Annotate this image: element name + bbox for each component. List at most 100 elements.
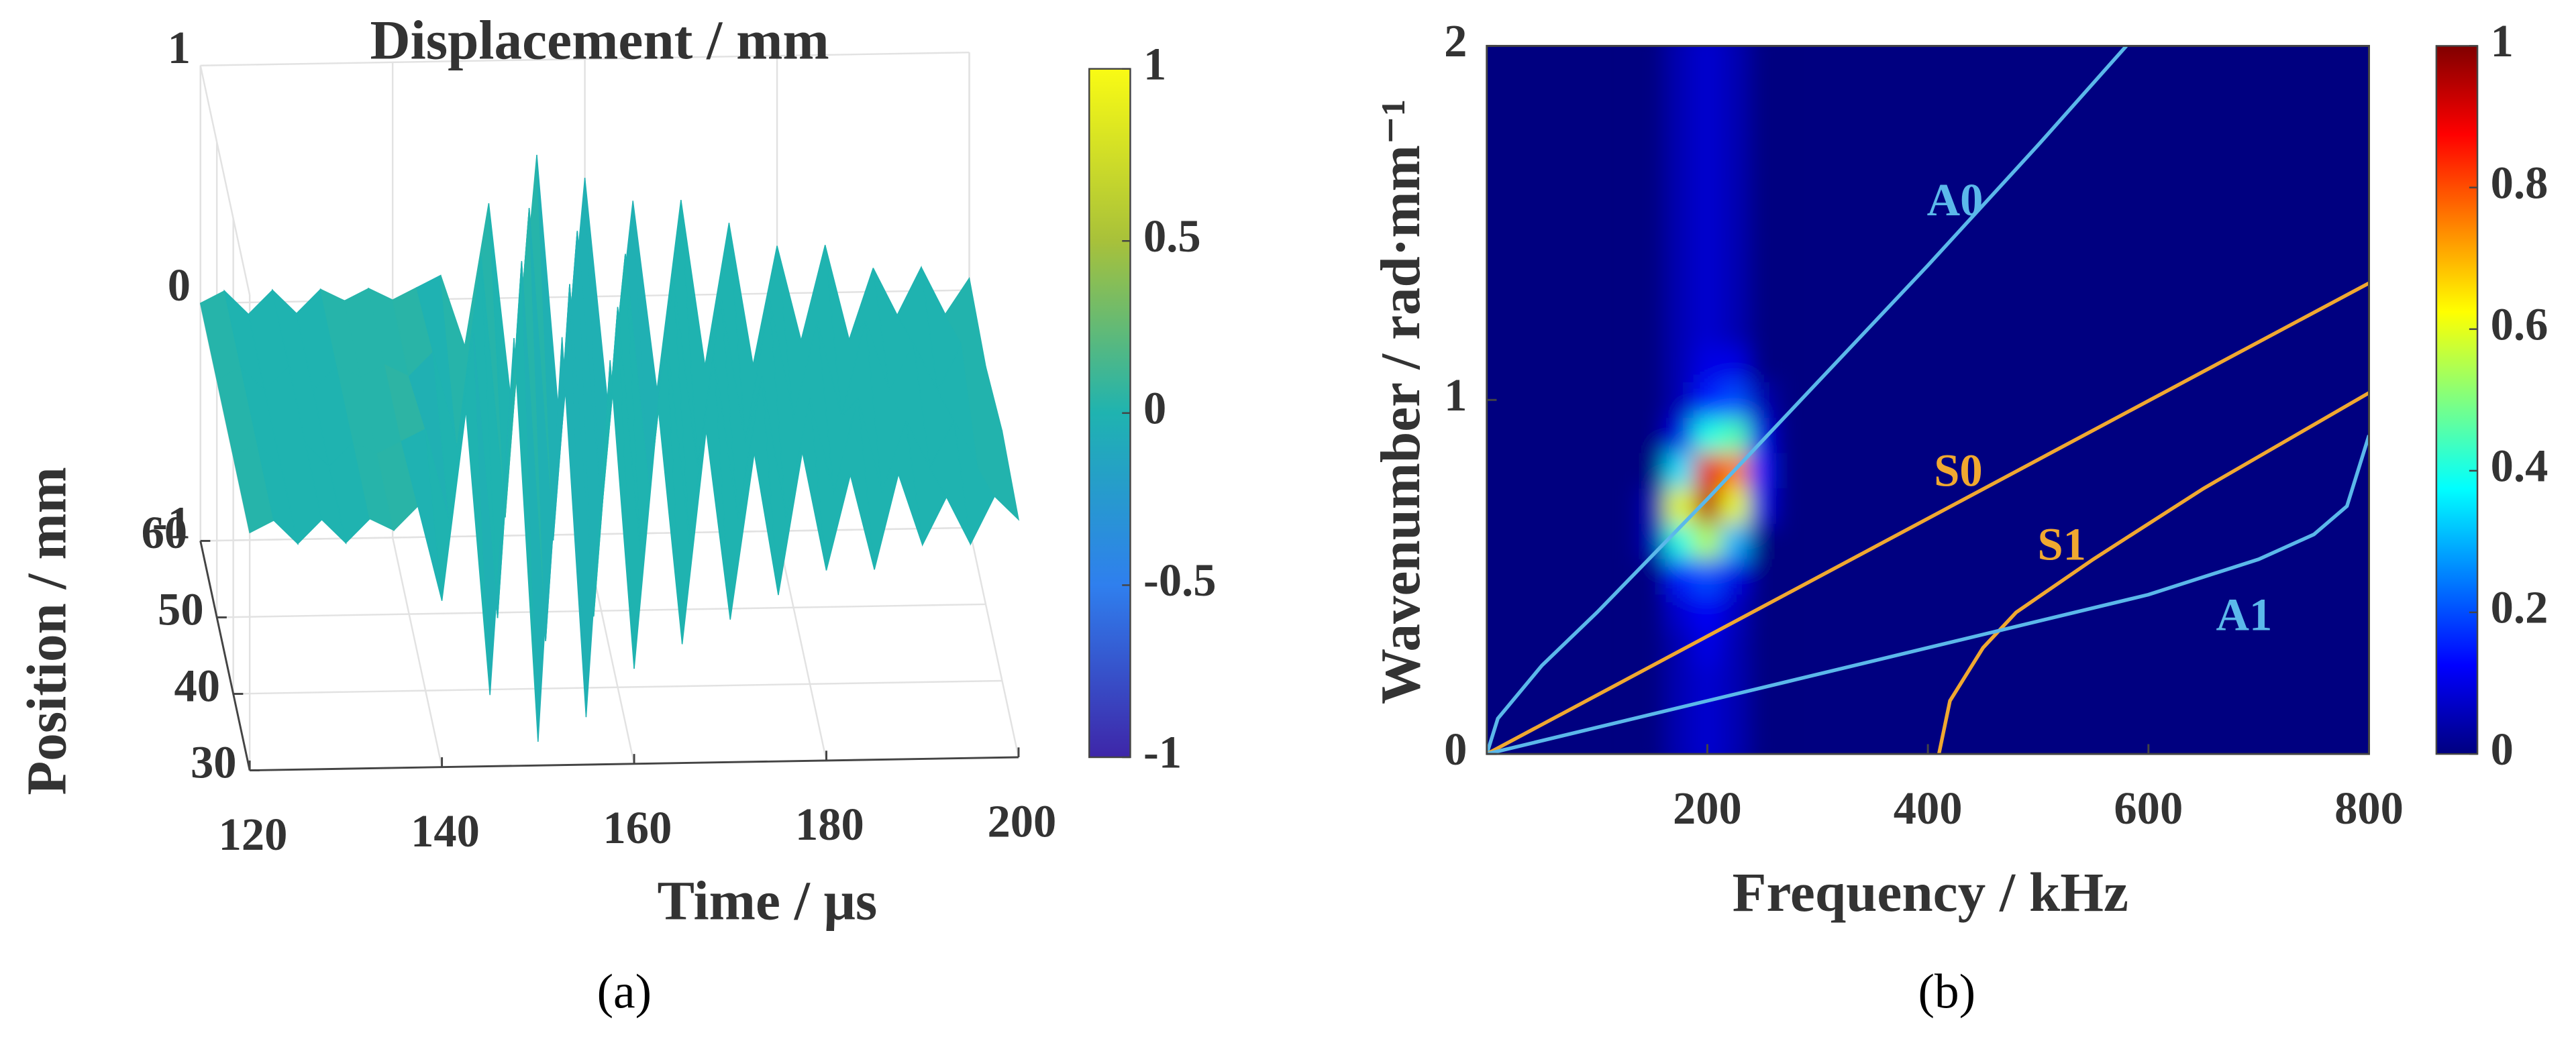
heatmap-cell <box>1693 347 1721 382</box>
heatmap-cell <box>1665 205 1694 241</box>
z-tick-label: 0 <box>168 260 191 311</box>
y-tick-label: 0 <box>1444 724 1467 775</box>
heatmap <box>1486 46 2369 755</box>
heatmap-cell <box>1720 630 1749 666</box>
dispersion-curve <box>1937 391 2369 755</box>
colorbar-tick-label: 1 <box>2491 15 2514 66</box>
heatmap-cell <box>1749 700 1777 736</box>
heatmap-cell <box>1749 99 1777 135</box>
colorbar-tick-label: 0.5 <box>1143 211 1201 262</box>
heatmap-cell <box>1720 417 1749 453</box>
colorbar-tick-label: 1 <box>1143 38 1166 89</box>
x-tick-label: 140 <box>411 806 480 857</box>
colorbar <box>2435 45 2479 755</box>
x-tick-label: 400 <box>1894 783 1963 834</box>
heatmap-cell <box>1693 594 1721 630</box>
axis-line <box>199 541 251 771</box>
heatmap-cell <box>1720 524 1749 559</box>
heatmap-cell <box>1665 134 1694 170</box>
heatmap-cell <box>1720 240 1749 276</box>
heatmap-cell <box>1693 46 1721 64</box>
heatmap-cell <box>1749 311 1777 347</box>
heatmap-cell <box>1693 453 1721 489</box>
x-tick-label: 200 <box>1673 783 1742 834</box>
heatmap-cell <box>1638 453 1666 489</box>
heatmap-cell <box>1638 134 1666 170</box>
heatmap-cell <box>1638 700 1666 736</box>
grid-line <box>217 603 986 618</box>
curve-label: A1 <box>2216 589 2273 640</box>
grid-line <box>968 527 1020 758</box>
heatmap-cell <box>1720 63 1749 99</box>
heatmap-cell <box>1693 311 1721 347</box>
heatmap-cell <box>1749 134 1777 170</box>
curve-label: A0 <box>1927 174 1983 225</box>
heatmap-cell <box>1638 382 1666 418</box>
heatmap-cell <box>1638 240 1666 276</box>
heatmap-cell <box>1665 46 1694 64</box>
heatmap-cell <box>1720 205 1749 241</box>
heatmap-cell <box>1665 63 1694 99</box>
heatmap-cell <box>1638 46 1666 64</box>
x-tick-label: 120 <box>219 809 288 860</box>
colorbar-tick-label: -1 <box>1143 727 1182 778</box>
heatmap-cell <box>1665 311 1694 347</box>
colorbar-tick-label: 0.4 <box>2491 441 2548 492</box>
grid-line <box>391 537 443 767</box>
heatmap-cell <box>1693 99 1721 135</box>
colorbar-tick-label: 0 <box>2491 724 2514 775</box>
colorbar-tick-label: 0 <box>1143 383 1166 434</box>
heatmap-cell <box>1720 700 1749 736</box>
x-axis-label: Time / μs <box>658 870 878 932</box>
heatmap-cell <box>1665 665 1694 701</box>
heatmap-cell <box>1638 417 1666 453</box>
heatmap-cell <box>1665 594 1694 630</box>
heatmap-cell <box>1665 240 1694 276</box>
dispersion-curve <box>1486 435 2369 755</box>
heatmap-cell <box>1720 99 1749 135</box>
heatmap-cell <box>1720 347 1749 382</box>
heatmap-cell <box>1749 630 1777 666</box>
heatmap-cell <box>1665 382 1694 418</box>
heatmap-cell <box>1749 240 1777 276</box>
curve-label: S0 <box>1934 445 1982 496</box>
heatmap-cells <box>1638 46 1777 755</box>
heatmap-cell <box>1749 46 1777 64</box>
heatmap-cell <box>1749 453 1777 489</box>
x-axis-label: Frequency / kHz <box>1733 861 2128 923</box>
heatmap-cell <box>1720 594 1749 630</box>
caption: (b) <box>1918 964 1975 1019</box>
heatmap-cell <box>1720 311 1749 347</box>
heatmap-cell <box>1720 134 1749 170</box>
heatmap-cell <box>1749 347 1777 382</box>
curve-label: S1 <box>2037 518 2085 569</box>
heatmap-cell <box>1720 170 1749 205</box>
y-axis-label: Wavenumber / rad·mm⁻¹ <box>1370 99 1431 704</box>
heatmap-cell <box>1638 276 1666 312</box>
heatmap-cell <box>1665 417 1694 453</box>
heatmap-cell <box>1720 736 1749 755</box>
x-tick-label: 600 <box>2114 783 2183 834</box>
grid-line <box>200 51 970 66</box>
heatmap-cell <box>1693 559 1721 595</box>
x-tick-label: 200 <box>987 795 1056 846</box>
heatmap-cell <box>1693 276 1721 312</box>
heatmap-cell <box>1720 46 1749 64</box>
x-tick-label: 800 <box>2334 783 2404 834</box>
heatmap-cell <box>1720 382 1749 418</box>
heatmap-cell <box>1693 205 1721 241</box>
dispersion-curve <box>1486 46 2128 755</box>
heatmap-cell <box>1749 559 1777 595</box>
heatmap-cell <box>1720 488 1749 524</box>
heatmap-cell <box>1749 524 1777 559</box>
chart-title: Displacement / mm <box>370 9 829 71</box>
heatmap-cell <box>1665 453 1694 489</box>
y-tick-label: 50 <box>158 584 204 634</box>
heatmap-cell <box>1693 382 1721 418</box>
heatmap-cell <box>1665 736 1694 755</box>
y-tick-label: 2 <box>1444 15 1467 66</box>
heatmap-cell <box>1693 63 1721 99</box>
dispersion-curve <box>1486 281 2369 755</box>
colorbar-tick-label: -0.5 <box>1143 555 1216 606</box>
